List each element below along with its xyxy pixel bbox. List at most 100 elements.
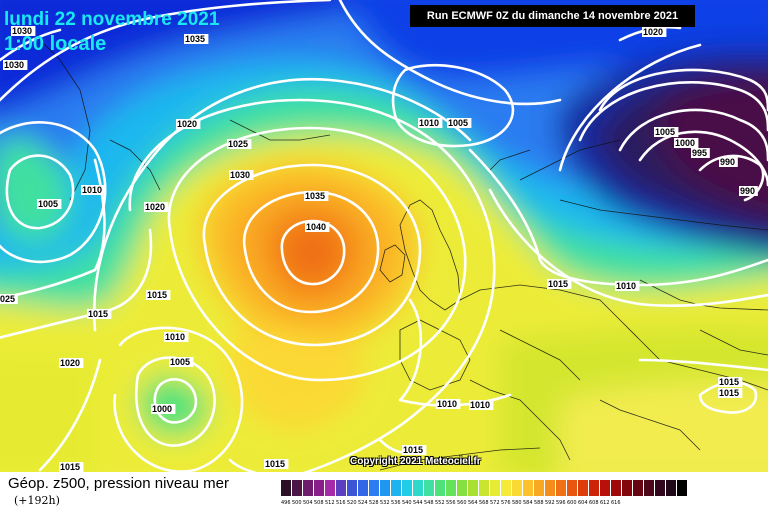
isobar-label: 1010	[469, 400, 494, 410]
color-scale	[281, 480, 688, 496]
isobar-value: 1015	[403, 445, 423, 455]
color-swatch	[347, 480, 358, 496]
isobar-label: 1035	[184, 34, 209, 44]
isobar-label: 1030	[3, 60, 28, 70]
isobar-value: 1005	[170, 357, 190, 367]
isobar-value: 1005	[448, 118, 468, 128]
isobar-value: 1015	[719, 377, 739, 387]
color-scale-tick: 528	[369, 500, 379, 506]
color-scale-tick: 572	[490, 500, 500, 506]
isobar-label: 1020	[176, 119, 201, 129]
isobar-label: 1015	[547, 279, 572, 289]
color-scale-tick: 552	[435, 500, 445, 506]
color-swatch	[611, 480, 622, 496]
isobar-value: 1010	[82, 185, 102, 195]
isobar-label: 1015	[146, 290, 171, 300]
color-swatch	[523, 480, 534, 496]
color-scale-tick: 568	[479, 500, 489, 506]
color-swatch	[424, 480, 435, 496]
isobar-label: 1010	[81, 185, 106, 195]
color-swatch	[391, 480, 402, 496]
color-scale-labels: 496 500 504 508 512 516 520 524 528 532 536 540 544 5…	[281, 500, 688, 510]
isobar-value: 1025	[228, 139, 248, 149]
color-swatch	[567, 480, 578, 496]
color-swatch	[556, 480, 567, 496]
color-scale-tick	[677, 500, 688, 510]
isobar-label: 1010	[418, 118, 443, 128]
isobar-label: 1005	[169, 357, 194, 367]
isobar-value: 1020	[177, 119, 197, 129]
color-scale-tick: 516	[336, 500, 346, 506]
color-swatch	[292, 480, 303, 496]
color-swatch	[413, 480, 424, 496]
color-swatch	[446, 480, 457, 496]
isobar-value: 1015	[147, 290, 167, 300]
color-scale-tick: 520	[347, 500, 357, 506]
color-scale-tick: 560	[457, 500, 467, 506]
color-swatch	[578, 480, 589, 496]
color-scale-tick	[666, 500, 677, 510]
color-swatch	[336, 480, 347, 496]
color-swatch	[644, 480, 655, 496]
color-swatch	[666, 480, 677, 496]
map-caption: Géop. z500, pression niveau mer	[8, 475, 229, 492]
isobar-label: 1040	[305, 222, 330, 232]
isobar-value: 1020	[60, 358, 80, 368]
isobar-value: 1010	[437, 399, 457, 409]
isobar-label: 1020	[144, 202, 169, 212]
forecast-time: 1:00 locale	[4, 33, 107, 55]
color-scale-tick: 604	[578, 500, 588, 506]
isobar-label: 1010	[436, 399, 461, 409]
isobar-label: 1015	[402, 445, 427, 455]
color-scale-tick: 544	[413, 500, 423, 506]
color-scale-tick: 576	[501, 500, 511, 506]
color-swatch	[358, 480, 369, 496]
color-scale-tick: 524	[358, 500, 368, 506]
isobar-label: 995	[691, 148, 710, 158]
isobar-value: 1030	[12, 26, 32, 36]
color-scale-tick: 584	[523, 500, 533, 506]
isobar-value: 1015	[88, 309, 108, 319]
isobar-value: 990	[720, 157, 735, 167]
color-scale-tick: 616	[611, 500, 621, 506]
isobar-value: 990	[740, 186, 755, 196]
isobar-label: 1015	[264, 459, 289, 469]
isobar-value: 1035	[185, 34, 205, 44]
isobar-label: 1030	[229, 170, 254, 180]
color-scale-tick: 588	[534, 500, 544, 506]
color-swatch	[534, 480, 545, 496]
color-swatch	[545, 480, 556, 496]
color-swatch	[468, 480, 479, 496]
isobar-value: 1005	[655, 127, 675, 137]
color-swatch	[501, 480, 512, 496]
color-scale-tick: 564	[468, 500, 478, 506]
color-swatch	[325, 480, 336, 496]
isobar-label: 1000	[674, 138, 699, 148]
isobar-value: 1000	[152, 404, 172, 414]
color-swatch	[402, 480, 413, 496]
isobar-value: 1010	[470, 400, 490, 410]
isobar-label: 1010	[164, 332, 189, 342]
isobar-label: 1020	[59, 358, 84, 368]
isobar-label: 1015	[718, 388, 743, 398]
color-scale-tick: 508	[314, 500, 324, 506]
color-swatch	[622, 480, 633, 496]
isobar-value: 1020	[643, 27, 663, 37]
isobar-label: 1005	[37, 199, 62, 209]
forecast-lead-time: (+192h)	[14, 494, 60, 507]
color-swatch	[655, 480, 666, 496]
isobar-value: 025	[0, 294, 15, 304]
color-swatch	[435, 480, 446, 496]
color-scale-tick	[633, 500, 644, 510]
color-swatch	[589, 480, 600, 496]
isobar-label: 1015	[59, 462, 84, 472]
color-scale-tick: 496	[281, 500, 291, 506]
color-swatch	[303, 480, 314, 496]
isobar-label: 1015	[718, 377, 743, 387]
color-swatch	[600, 480, 611, 496]
color-swatch	[490, 480, 501, 496]
isobar-value: 1010	[419, 118, 439, 128]
coastlines	[39, 39, 768, 471]
color-swatch	[633, 480, 644, 496]
